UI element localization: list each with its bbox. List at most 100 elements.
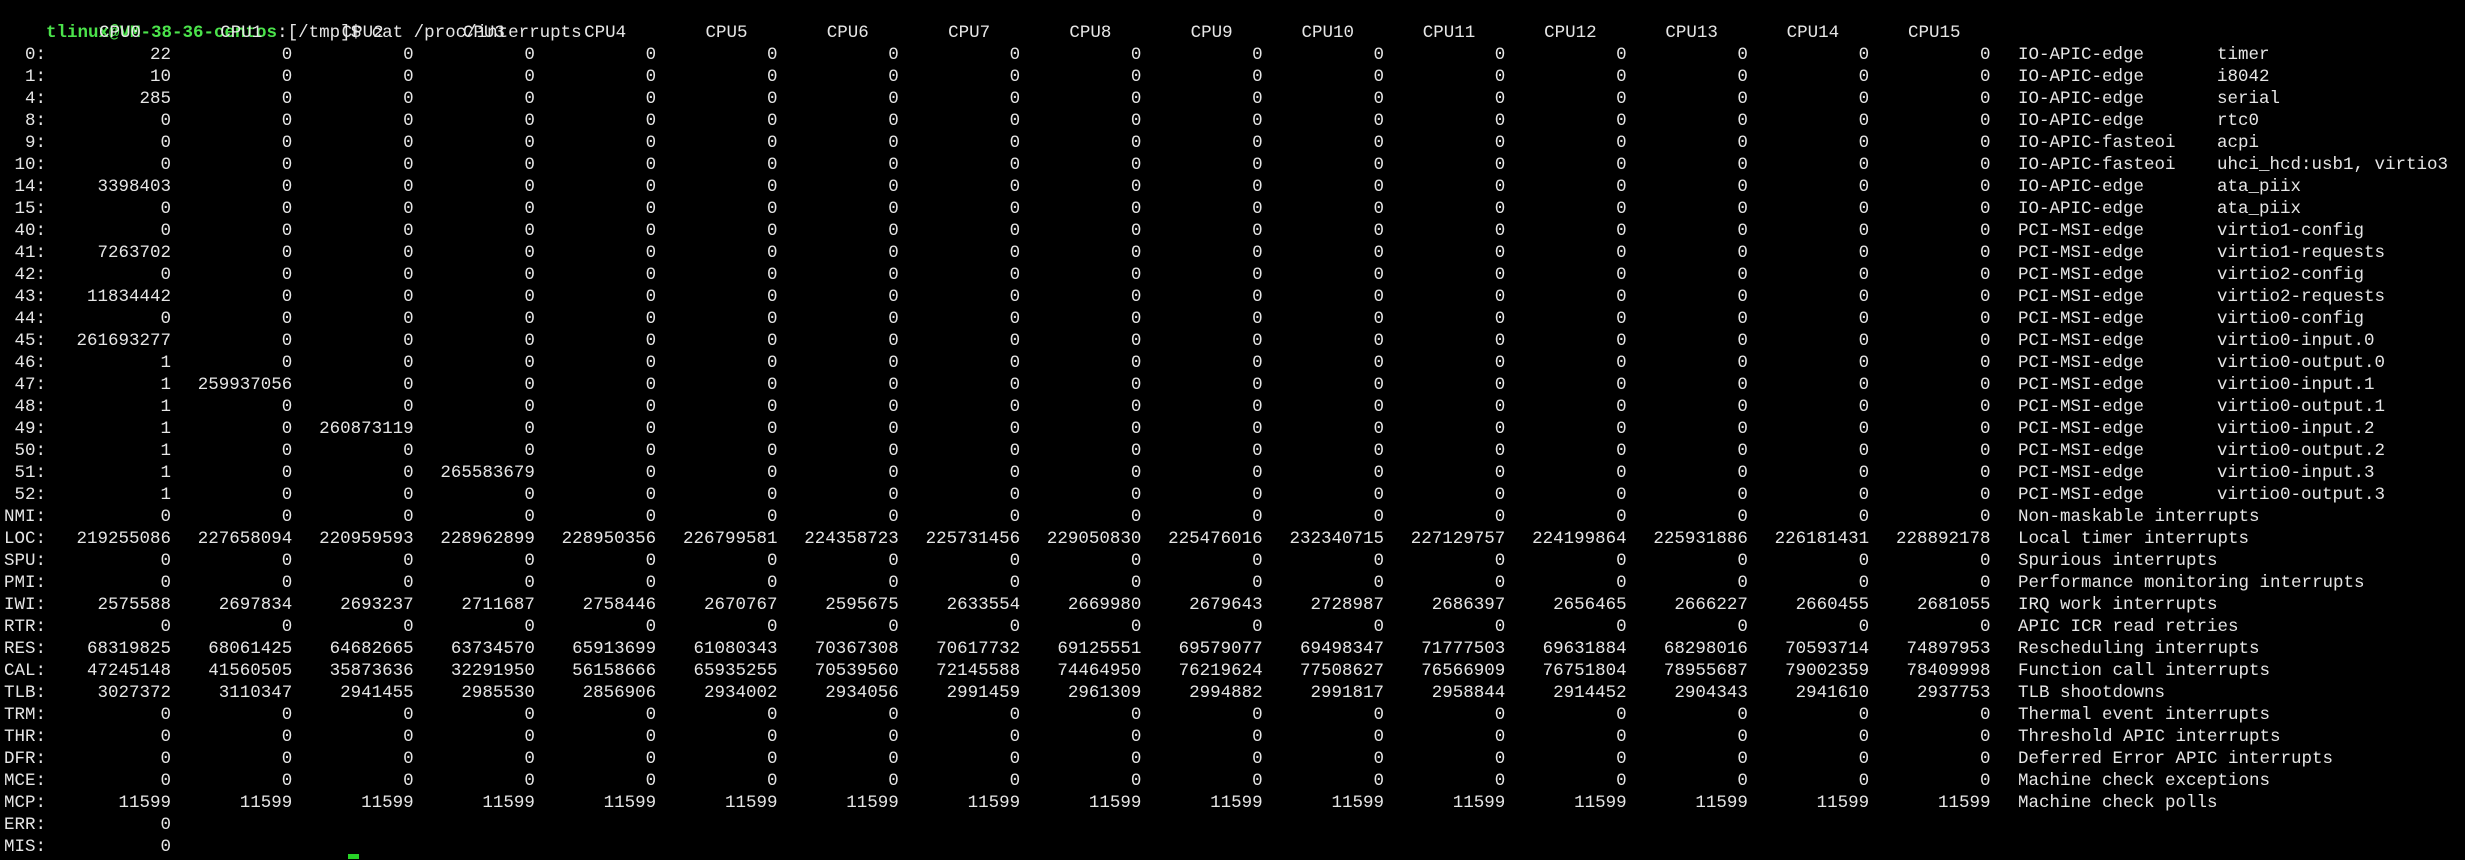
cpu-column-header: CPU15: [1907, 23, 1961, 43]
irq-chip-type: IO-APIC-edge: [2018, 177, 2145, 197]
interrupt-row: 42: 0 0 0 0 0 0 0 0 0 0 0 0 0 0 0 0 PCI-MSI-edge virtio2-c…: [4, 264, 2459, 286]
terminal-window[interactable]: tlinux@VM-38-36-centos:[/tmp]$ cat /proc…: [4, 0, 2459, 860]
irq-description: Thermal event interrupts: [2018, 705, 2271, 725]
cpu-count: 0: [160, 133, 171, 153]
cpu-count: 0: [1858, 221, 1870, 241]
cpu-count: 0: [1979, 287, 1991, 307]
cpu-count: 11599: [967, 793, 1021, 813]
cpu-count: 0: [1373, 749, 1384, 769]
cpu-count: 0: [1130, 485, 1142, 505]
cpu-count: 0: [524, 45, 535, 65]
irq-device-name: virtio0-output.0: [2217, 353, 2386, 373]
cpu-count: 0: [1494, 375, 1506, 395]
cpu-count: 0: [160, 265, 171, 285]
cpu-count: 56158666: [572, 661, 657, 681]
cpu-count: 0: [766, 243, 778, 263]
cpu-count: 0: [1737, 771, 1748, 791]
cpu-count: 0: [1009, 111, 1021, 131]
cpu-count: 0: [1009, 89, 1021, 109]
cpu-count: 1: [160, 397, 171, 417]
irq-chip-type: IO-APIC-fasteoi: [2018, 133, 2176, 153]
cpu-count: 79002359: [1785, 661, 1870, 681]
interrupt-row: SPU: 0 0 0 0 0 0 0 0 0 0 0 0 0 0 0 0 Spurious interrupts: [4, 550, 2459, 572]
cpu-count: 0: [1616, 397, 1627, 417]
cpu-count: 0: [1737, 111, 1748, 131]
interrupt-row: MCE: 0 0 0 0 0 0 0 0 0 0 0 0 0 0 0 0 Machine check except…: [4, 770, 2459, 792]
cpu-count: 0: [524, 419, 535, 439]
cpu-count: 0: [1858, 67, 1870, 87]
irq-label: 41:: [14, 243, 46, 263]
cpu-count: 0: [1858, 507, 1870, 527]
cpu-count: 0: [766, 353, 778, 373]
cpu-count: 0: [281, 199, 293, 219]
cpu-count: 0: [766, 749, 778, 769]
cpu-count: 0: [403, 573, 414, 593]
cpu-count: 0: [1009, 441, 1021, 461]
cpu-count: 3027372: [97, 683, 171, 703]
cpu-count: 0: [766, 727, 778, 747]
interrupt-row: 41: 7263702 0 0 0 0 0 0 0 0 0 0 0 0 0 0 0 PCI-MSI-edge vir…: [4, 242, 2459, 264]
cpu-count: 0: [524, 221, 535, 241]
cpu-count: 2669980: [1067, 595, 1142, 615]
irq-device-name: virtio0-output.2: [2217, 441, 2386, 461]
cpu-count: 0: [281, 727, 293, 747]
cpu-count: 0: [1858, 353, 1870, 373]
cpu-count: 0: [1009, 155, 1021, 175]
cpu-count: 0: [1979, 199, 1991, 219]
cpu-count: 0: [1494, 89, 1506, 109]
cpu-count: 0: [1737, 463, 1748, 483]
cpu-count: 0: [160, 573, 171, 593]
cpu-count: 0: [645, 331, 657, 351]
irq-chip-type: IO-APIC-edge: [2018, 111, 2145, 131]
cpu-count: 0: [1373, 309, 1384, 329]
irq-device-name: uhci_hcd:usb1, virtio3: [2217, 155, 2449, 175]
cpu-count: 2904343: [1674, 683, 1748, 703]
irq-device-name: virtio0-config: [2217, 309, 2365, 329]
cpu-count: 0: [524, 441, 535, 461]
cpu-count: 219255086: [76, 529, 171, 549]
cpu-count: 0: [888, 705, 899, 725]
interrupt-row: 14: 3398403 0 0 0 0 0 0 0 0 0 0 0 0 0 0 0 IO-APIC-edge ata…: [4, 176, 2459, 198]
cpu-count: 0: [1979, 397, 1991, 417]
cpu-count: 0: [1252, 419, 1263, 439]
cpu-count: 0: [160, 727, 171, 747]
cpu-count: 74464950: [1057, 661, 1142, 681]
cpu-count: 0: [1494, 353, 1506, 373]
cpu-count: 0: [1494, 705, 1506, 725]
cpu-count: 0: [1494, 573, 1506, 593]
cpu-count: 0: [888, 551, 899, 571]
cpu-count: 0: [888, 155, 899, 175]
cpu-count: 0: [403, 331, 414, 351]
cpu-count: 0: [403, 67, 414, 87]
cpu-count: 0: [645, 727, 657, 747]
cpu-count: 0: [1373, 133, 1384, 153]
cpu-count: 0: [645, 485, 657, 505]
cpu-count: 0: [766, 265, 778, 285]
cpu-count: 0: [281, 221, 293, 241]
cpu-count: 2934002: [703, 683, 778, 703]
irq-label: 15:: [14, 199, 46, 219]
irq-device-name: serial: [2217, 89, 2281, 109]
cpu-count: 2711687: [461, 595, 535, 615]
cpu-count: 11599: [1816, 793, 1870, 813]
irq-device-name: ata_piix: [2217, 199, 2302, 219]
cpu-count: 0: [524, 375, 535, 395]
cpu-count: 0: [1009, 177, 1021, 197]
cpu-count: 0: [766, 199, 778, 219]
cpu-count: 0: [1858, 463, 1870, 483]
cpu-count: 64682665: [329, 639, 414, 659]
irq-chip-type: PCI-MSI-edge: [2018, 287, 2145, 307]
cpu-count: 1: [160, 441, 171, 461]
cpu-count: 0: [1130, 749, 1142, 769]
irq-chip-type: PCI-MSI-edge: [2018, 221, 2145, 241]
cpu-count: 0: [1979, 221, 1991, 241]
cpu-count: 0: [1979, 155, 1991, 175]
cpu-count: 226799581: [682, 529, 778, 549]
cpu-count: 0: [645, 573, 657, 593]
cpu-count: 0: [1252, 89, 1263, 109]
cpu-column-header: CPU7: [948, 23, 991, 43]
cpu-count: 0: [1252, 177, 1263, 197]
cpu-count: 0: [524, 243, 535, 263]
cpu-count: 0: [1130, 243, 1142, 263]
cpu-count: 0: [281, 353, 293, 373]
